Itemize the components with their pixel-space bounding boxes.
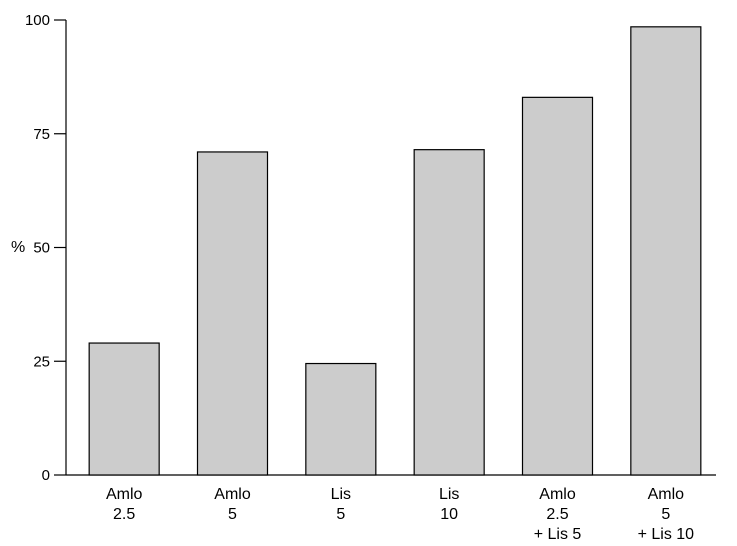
y-axis-label: % bbox=[11, 239, 25, 256]
y-tick-label: 0 bbox=[42, 467, 50, 484]
y-tick-label: 100 bbox=[25, 12, 50, 29]
x-tick-label: Lis 10 bbox=[439, 486, 459, 523]
bar bbox=[196, 151, 269, 476]
bar bbox=[88, 342, 160, 476]
bar bbox=[521, 96, 594, 476]
axes bbox=[54, 19, 716, 476]
bar bbox=[305, 362, 377, 476]
x-tick-label: Amlo 5 bbox=[214, 486, 251, 523]
y-tick-label: 50 bbox=[33, 240, 50, 257]
bars bbox=[88, 26, 702, 476]
y-tick-label: 25 bbox=[33, 353, 50, 370]
x-tick-label: Amlo 2.5 + Lis 5 bbox=[534, 486, 582, 543]
y-tick-label: 75 bbox=[33, 126, 50, 143]
bar bbox=[413, 149, 485, 476]
x-tick-label: Lis 5 bbox=[331, 486, 351, 523]
x-tick-label: Amlo 5 + Lis 10 bbox=[638, 486, 695, 543]
x-tick-label: Amlo 2.5 bbox=[106, 486, 143, 523]
labels: 0 25 50 75 100 Amlo 2.5 Amlo 5 Lis 5 Lis 10 Amlo 2.5 + … bbox=[25, 12, 694, 543]
bar bbox=[630, 26, 702, 476]
